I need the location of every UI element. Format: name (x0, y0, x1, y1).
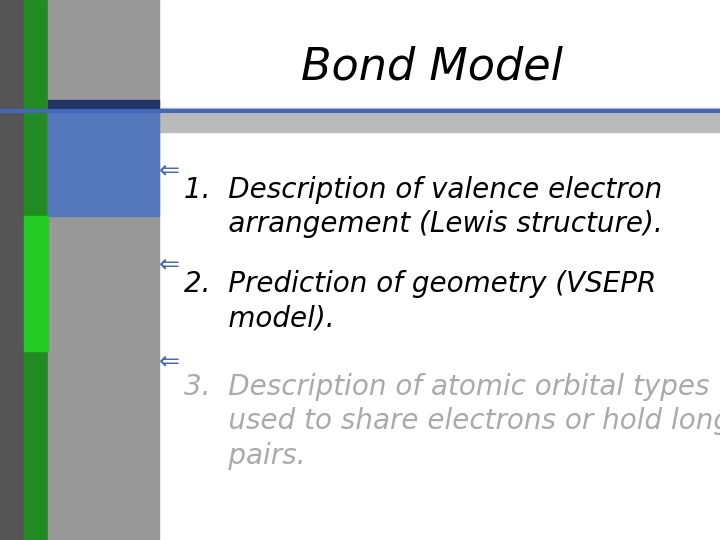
Text: 3.  Description of atomic orbital types
     used to share electrons or hold lon: 3. Description of atomic orbital types u… (184, 373, 720, 470)
Text: ⇐: ⇐ (158, 253, 180, 276)
Text: Bond Model: Bond Model (301, 46, 563, 89)
Bar (48, 0, 159, 540)
Bar (24, 216, 48, 351)
Bar (48, 100, 159, 111)
Bar (0, 108, 720, 132)
Text: ⇐: ⇐ (158, 350, 180, 374)
Bar (0, 0, 24, 540)
Bar (48, 111, 159, 216)
Text: ⇐: ⇐ (158, 158, 180, 182)
Bar (24, 0, 48, 540)
Text: 1.  Description of valence electron
     arrangement (Lewis structure).: 1. Description of valence electron arran… (184, 176, 662, 238)
Text: 2.  Prediction of geometry (VSEPR
     model).: 2. Prediction of geometry (VSEPR model). (184, 270, 656, 333)
